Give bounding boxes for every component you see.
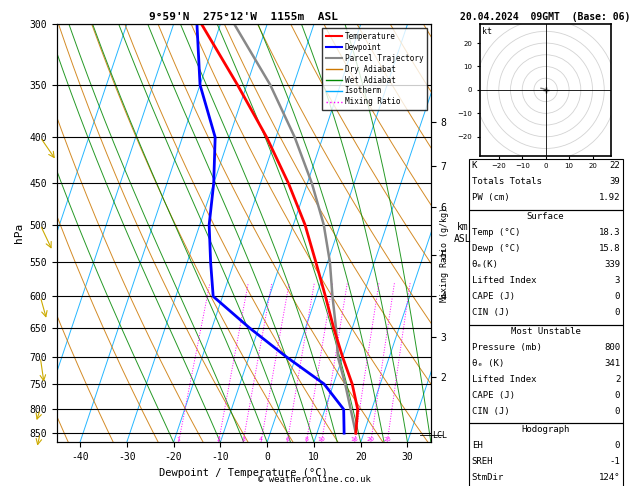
Text: θₑ (K): θₑ (K) <box>472 359 504 368</box>
Text: StmDir: StmDir <box>472 473 504 483</box>
Text: Hodograph: Hodograph <box>521 425 570 434</box>
Text: 0: 0 <box>615 292 620 301</box>
Title: 9°59'N  275°12'W  1155m  ASL: 9°59'N 275°12'W 1155m ASL <box>149 12 338 22</box>
Text: 4: 4 <box>259 437 263 442</box>
Text: θₑ(K): θₑ(K) <box>472 260 499 269</box>
Text: 10: 10 <box>318 437 326 442</box>
Text: LCL: LCL <box>432 431 447 440</box>
Text: Lifted Index: Lifted Index <box>472 375 537 384</box>
Y-axis label: hPa: hPa <box>14 223 24 243</box>
Text: CIN (J): CIN (J) <box>472 308 509 317</box>
Text: 0: 0 <box>615 391 620 400</box>
Text: © weatheronline.co.uk: © weatheronline.co.uk <box>258 474 371 484</box>
Text: 18.3: 18.3 <box>599 228 620 237</box>
Text: kt: kt <box>482 27 493 35</box>
Text: 20: 20 <box>367 437 375 442</box>
Text: 3: 3 <box>615 276 620 285</box>
Text: 2: 2 <box>216 437 221 442</box>
X-axis label: Dewpoint / Temperature (°C): Dewpoint / Temperature (°C) <box>159 468 328 478</box>
Text: SREH: SREH <box>472 457 493 467</box>
Text: 39: 39 <box>610 177 620 187</box>
Text: Mixing Ratio (g/kg): Mixing Ratio (g/kg) <box>440 207 449 302</box>
Text: 15.8: 15.8 <box>599 244 620 253</box>
Text: Temp (°C): Temp (°C) <box>472 228 520 237</box>
Text: 8: 8 <box>304 437 308 442</box>
Text: PW (cm): PW (cm) <box>472 193 509 203</box>
Text: 341: 341 <box>604 359 620 368</box>
Text: 0: 0 <box>615 407 620 416</box>
Text: 6: 6 <box>286 437 289 442</box>
Text: Pressure (mb): Pressure (mb) <box>472 343 542 352</box>
Text: -1: -1 <box>610 457 620 467</box>
Text: 16: 16 <box>351 437 359 442</box>
Text: CIN (J): CIN (J) <box>472 407 509 416</box>
Legend: Temperature, Dewpoint, Parcel Trajectory, Dry Adiabat, Wet Adiabat, Isotherm, Mi: Temperature, Dewpoint, Parcel Trajectory… <box>323 28 427 110</box>
Text: CAPE (J): CAPE (J) <box>472 292 515 301</box>
Text: 124°: 124° <box>599 473 620 483</box>
Text: 20.04.2024  09GMT  (Base: 06): 20.04.2024 09GMT (Base: 06) <box>460 12 629 22</box>
Text: 25: 25 <box>383 437 391 442</box>
Text: Dewp (°C): Dewp (°C) <box>472 244 520 253</box>
Text: 0: 0 <box>615 441 620 451</box>
Text: 1.92: 1.92 <box>599 193 620 203</box>
Text: Surface: Surface <box>527 212 564 221</box>
Text: 339: 339 <box>604 260 620 269</box>
Text: 3: 3 <box>241 437 245 442</box>
Text: Lifted Index: Lifted Index <box>472 276 537 285</box>
Text: 2: 2 <box>615 375 620 384</box>
Text: K: K <box>472 161 477 171</box>
Y-axis label: km
ASL: km ASL <box>454 223 472 244</box>
Text: Totals Totals: Totals Totals <box>472 177 542 187</box>
Text: 0: 0 <box>615 308 620 317</box>
Text: Most Unstable: Most Unstable <box>511 327 581 336</box>
Text: CAPE (J): CAPE (J) <box>472 391 515 400</box>
Text: 1: 1 <box>177 437 181 442</box>
Text: EH: EH <box>472 441 482 451</box>
Text: 22: 22 <box>610 161 620 171</box>
Text: 800: 800 <box>604 343 620 352</box>
